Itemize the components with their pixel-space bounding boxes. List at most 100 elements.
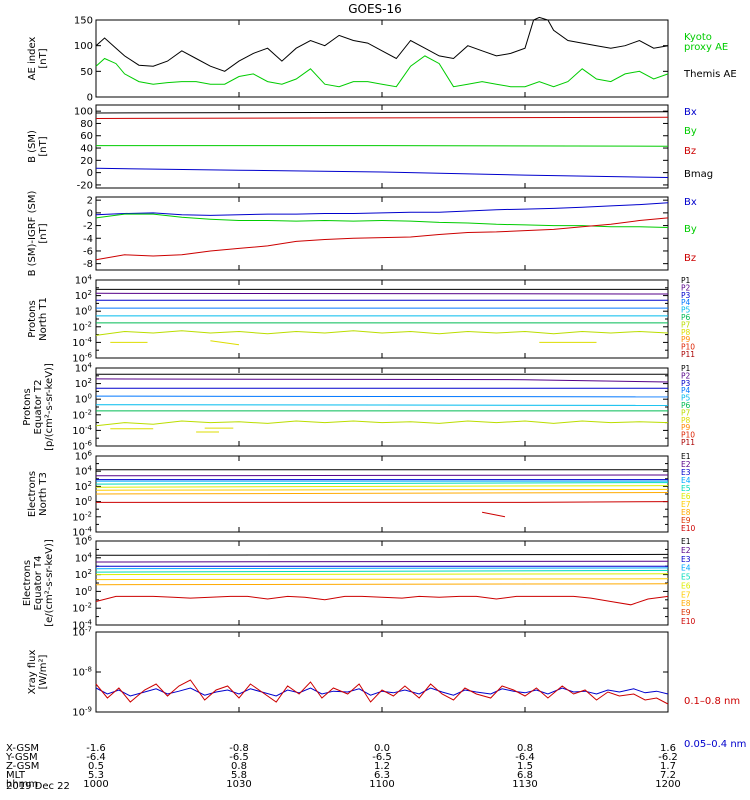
panel-5-series-p7 (95, 420, 669, 427)
ephem-label-x-gsm: X-GSM (6, 743, 39, 754)
panel-4-ytick-label: 10-2 (72, 320, 92, 333)
panel-2-series-bmag (95, 111, 669, 114)
panel-7-frame (95, 540, 669, 626)
panel-6-ytick-label: 104 (75, 465, 93, 478)
ephem-value-z-gsm: 1.2 (374, 761, 390, 772)
panel-5-ytick-label: 104 (75, 362, 93, 375)
panel-2-legend-1: Bx (684, 107, 697, 118)
panel-5-ytick-label: 10-2 (72, 408, 92, 421)
panel-6-ytick-label: 102 (75, 480, 92, 493)
panel-3-legend-2: By (684, 224, 697, 235)
panel-7-legend-7: E7 (681, 590, 691, 599)
panel-3-ytick-label: -2 (83, 221, 93, 232)
panel-1-series-kyoto-proxy-ae (95, 55, 669, 88)
panel-5-ylabel: ProtonsEquator T2[p/(cm²-s-sr-keV)] (22, 363, 55, 451)
ephem-value-z-gsm: 1.7 (660, 761, 676, 772)
panel-6-series-e6 (95, 485, 669, 488)
panel-2-legend-4: Bmag (684, 169, 713, 180)
panel-7-legend-1: E1 (681, 537, 691, 546)
ephem-value-hhmm: 1100 (369, 779, 394, 790)
panel-2-ytick-label: 100 (74, 107, 93, 118)
ephem-value-mlt: 6.8 (517, 770, 533, 781)
ephem-value-x-gsm: 0.0 (374, 743, 390, 754)
panel-5-legend-8: P8 (681, 416, 691, 425)
panel-8-frame (95, 631, 669, 713)
ephem-value-y-gsm: -6.4 (86, 752, 106, 763)
panel-5-series-p5 (95, 404, 669, 406)
panel-4-legend-1: P1 (681, 276, 691, 285)
panel-7-series-e1 (95, 553, 669, 556)
panel-6-legend-5: E5 (681, 484, 691, 493)
panel-8-ytick-label: 10-9 (72, 706, 92, 719)
panel-6-series-e8 (95, 492, 669, 495)
panel-5-legend-5: P5 (681, 394, 691, 403)
panel-8-legend-2: 0.05–0.4 nm (684, 739, 746, 750)
ephem-value-z-gsm: 1.5 (517, 761, 533, 772)
panel-6-legend-7: E7 (681, 500, 691, 509)
panel-2-series-bz (95, 116, 669, 119)
panel-1-series-themis-ae (95, 16, 669, 72)
panel-7-ytick-label: 10-2 (72, 602, 92, 615)
panel-1-ytick-label: 150 (74, 16, 93, 27)
panel-6-series-e2 (95, 474, 669, 477)
panel-4-legend-6: P6 (681, 313, 691, 322)
panel-2-ytick-label: 80 (80, 119, 93, 130)
panel-7-series-e5 (95, 569, 669, 573)
panel-7-series-e2 (95, 560, 669, 563)
ephem-value-mlt: 5.3 (88, 770, 104, 781)
panel-3-ytick-label: -4 (83, 234, 93, 245)
panel-2-ytick-label: 60 (80, 131, 93, 142)
panel-2-ytick-label: -20 (77, 180, 93, 191)
panel-7-series-e7 (95, 578, 669, 581)
panel-4-legend-5: P5 (681, 306, 691, 315)
panel-2-ylabel: B (SM)[nT] (27, 130, 49, 163)
panel-7-ytick-label: 106 (75, 535, 93, 548)
panel-3-series-bz (95, 217, 669, 261)
panel-6-ytick-label: 10-2 (72, 510, 92, 523)
panel-6-legend-8: E8 (681, 508, 691, 517)
panel-8-ylabel: Xray flux[W/m²] (27, 650, 49, 695)
panel-5-legend-11: P11 (681, 438, 695, 447)
panel-7-legend-8: E8 (681, 599, 691, 608)
panel-5-legend-4: P4 (681, 386, 691, 395)
panel-4-ytick-label: 102 (75, 289, 92, 302)
panel-6-legend-3: E3 (681, 468, 691, 477)
panel-7-legend-4: E4 (681, 564, 691, 573)
panel-3-ytick-label: 2 (87, 196, 93, 207)
panel-2-legend-3: Bz (684, 146, 696, 157)
panel-4-legend-10: P10 (681, 343, 695, 352)
panel-6-legend-9: E9 (681, 516, 691, 525)
panel-8-legend-1: 0.1–0.8 nm (684, 696, 740, 707)
panel-4-series-p2 (95, 292, 669, 295)
panel-4-legend-3: P3 (681, 291, 691, 300)
panel-6-legend-4: E4 (681, 476, 691, 485)
panel-5-legend-6: P6 (681, 401, 691, 410)
ephem-value-z-gsm: 0.5 (88, 761, 104, 772)
panel-2-ytick-label: 0 (87, 168, 93, 179)
ephem-label-y-gsm: Y-GSM (5, 752, 38, 763)
ephem-value-x-gsm: 1.6 (660, 743, 676, 754)
ephem-value-y-gsm: -6.2 (658, 752, 678, 763)
panel-4-frame (95, 279, 669, 359)
panel-1-ytick-label: 100 (74, 41, 93, 52)
panel-6-ylabel: ElectronsNorth T3 (27, 471, 49, 517)
panel-5-legend-1: P1 (681, 364, 691, 373)
plot-date: 2019 Dec 22 (6, 781, 70, 792)
panel-7-series-e4 (95, 567, 669, 570)
panel-1-ytick-label: 0 (87, 93, 93, 104)
panel-3-series-bx (95, 202, 669, 216)
panel-5-legend-9: P9 (681, 423, 691, 432)
panel-5-legend-2: P2 (681, 371, 691, 380)
ephem-value-x-gsm: -1.6 (86, 743, 106, 754)
panel-6-series-e10 (96, 501, 669, 503)
panel-5-ytick-label: 10-4 (72, 424, 92, 437)
panel-7-legend-10: E10 (681, 617, 696, 626)
panel-8-series-0-05-0-4-nm (95, 687, 669, 697)
ephem-value-mlt: 7.2 (660, 770, 676, 781)
panel-4-series-p8b (210, 340, 240, 346)
panel-6-legend-6: E6 (681, 492, 691, 501)
ephem-value-x-gsm: 0.8 (517, 743, 533, 754)
ephem-label-z-gsm: Z-GSM (6, 761, 39, 772)
